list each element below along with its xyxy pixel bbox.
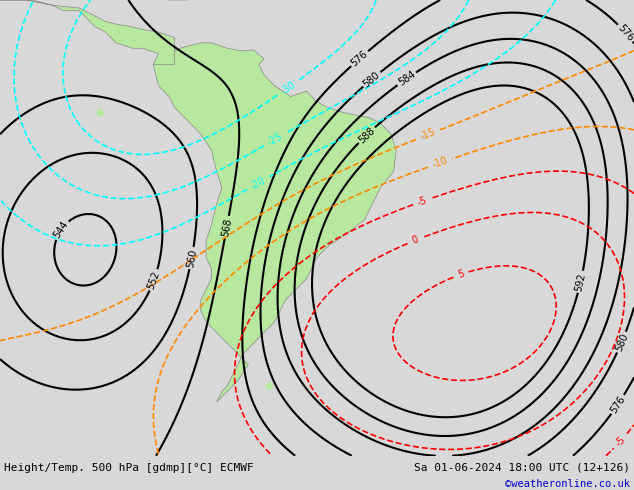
Circle shape <box>98 109 103 116</box>
Text: ©weatheronline.co.uk: ©weatheronline.co.uk <box>505 479 630 489</box>
Polygon shape <box>153 43 396 402</box>
Text: 580: 580 <box>614 332 630 353</box>
Text: 580: 580 <box>361 70 382 89</box>
Text: -10: -10 <box>431 155 449 170</box>
Text: -15: -15 <box>418 127 437 142</box>
Text: -25: -25 <box>266 131 285 147</box>
Text: 552: 552 <box>146 270 162 291</box>
Text: 576: 576 <box>349 49 370 69</box>
Text: 544: 544 <box>52 220 70 240</box>
Text: 584: 584 <box>396 69 417 88</box>
Text: 592: 592 <box>574 271 588 292</box>
Polygon shape <box>0 0 174 64</box>
Text: -30: -30 <box>278 79 297 97</box>
Text: -5: -5 <box>416 195 429 208</box>
Circle shape <box>266 383 273 389</box>
Text: -20: -20 <box>249 175 268 191</box>
Text: Height/Temp. 500 hPa [gdmp][°C] ECMWF: Height/Temp. 500 hPa [gdmp][°C] ECMWF <box>4 463 254 473</box>
Text: 560: 560 <box>185 248 198 268</box>
Text: 576: 576 <box>616 23 634 43</box>
Text: 0: 0 <box>410 235 420 246</box>
Text: Sa 01-06-2024 18:00 UTC (12+126): Sa 01-06-2024 18:00 UTC (12+126) <box>414 463 630 473</box>
Text: 568: 568 <box>220 217 233 237</box>
Text: 5: 5 <box>456 269 465 280</box>
Text: -5: -5 <box>614 434 628 448</box>
Text: 576: 576 <box>609 394 627 415</box>
Text: 588: 588 <box>356 125 377 145</box>
